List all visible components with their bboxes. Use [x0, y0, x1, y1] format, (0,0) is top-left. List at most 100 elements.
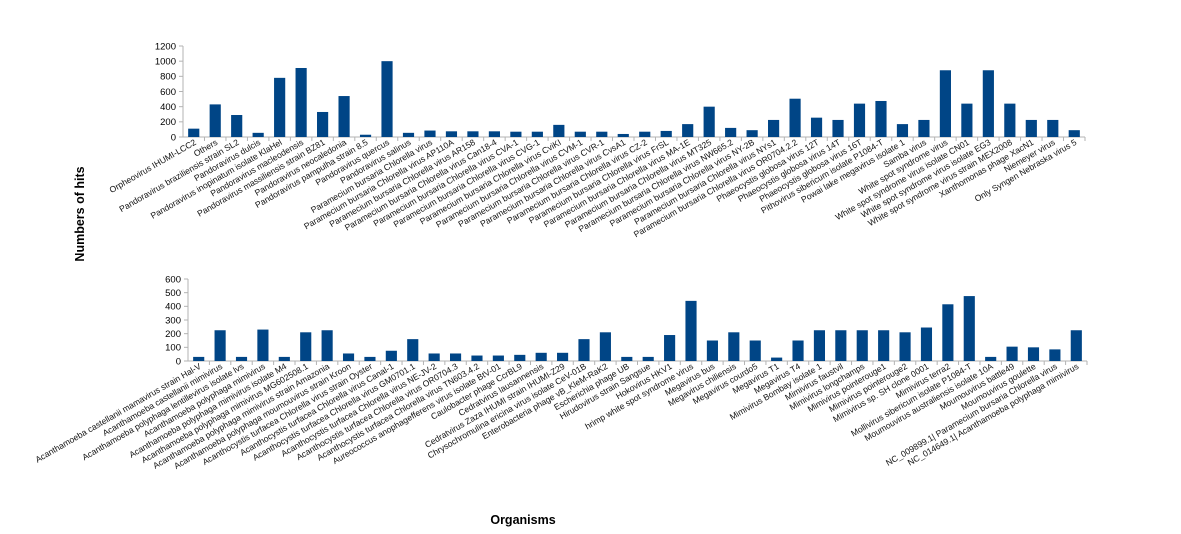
top-bar-2	[209, 104, 221, 137]
top-bar-35	[918, 119, 930, 137]
top-y-tick-label: 200	[160, 117, 176, 128]
bottom-bar-18	[557, 352, 569, 361]
bottom-bar-38	[985, 356, 997, 361]
top-y-tick-label: 1000	[155, 56, 176, 67]
top-bar-31	[832, 119, 844, 137]
top-bar-9	[359, 134, 372, 137]
top-bar-21	[617, 133, 629, 137]
bottom-bar-7	[321, 330, 333, 361]
bottom-bar-42	[1070, 330, 1082, 361]
top-bar-11	[402, 132, 415, 137]
top-bar-28	[768, 119, 780, 137]
top-y-tick-label: 800	[160, 72, 176, 83]
bottom-bar-40	[1027, 347, 1040, 361]
bottom-y-tick-label: 600	[165, 274, 181, 285]
bottom-bar-14	[471, 355, 483, 361]
top-bar-27	[746, 130, 758, 137]
bottom-bar-35	[920, 327, 933, 361]
bottom-bar-34	[899, 332, 911, 361]
top-bar-19	[574, 131, 586, 137]
top-bar-13	[445, 131, 458, 137]
bottom-bar-39	[1006, 346, 1018, 361]
top-bar-41	[1047, 119, 1059, 137]
top-bar-12	[424, 130, 436, 137]
top-bar-4	[252, 132, 264, 137]
bottom-bar-9	[364, 356, 376, 361]
top-bar-26	[725, 127, 737, 137]
top-bar-32	[853, 103, 866, 137]
top-bar-36	[939, 70, 951, 137]
bottom-bar-3	[235, 356, 248, 361]
bottom-bar-6	[300, 332, 312, 361]
bottom-bar-29	[792, 340, 804, 361]
bottom-bar-31	[835, 330, 847, 361]
bottom-bar-11	[407, 339, 419, 361]
bottom-y-tick-label: 100	[165, 343, 181, 354]
top-bar-24	[682, 124, 694, 137]
bottom-bar-2	[214, 330, 226, 361]
top-y-tick-label: 1200	[155, 41, 176, 52]
bottom-bar-32	[856, 330, 868, 361]
top-bar-16	[510, 131, 522, 137]
bottom-bar-27	[749, 340, 761, 361]
bottom-bar-30	[813, 330, 826, 361]
bottom-bar-26	[728, 332, 740, 361]
top-bar-10	[381, 61, 393, 137]
bottom-bar-24	[685, 300, 697, 361]
bottom-y-tick-label: 300	[165, 315, 181, 326]
top-bar-7	[317, 111, 329, 137]
top-bar-25	[703, 106, 715, 137]
bottom-bar-23	[664, 335, 676, 361]
top-bar-1	[188, 128, 200, 137]
bottom-y-tick-label: 0	[176, 356, 181, 367]
top-bar-14	[467, 131, 479, 137]
bottom-bar-28	[771, 357, 783, 361]
bottom-bar-5	[278, 356, 290, 361]
top-y-tick-label: 400	[160, 102, 176, 113]
bottom-bar-20	[599, 332, 611, 361]
top-bar-29	[789, 98, 801, 137]
top-bar-40	[1025, 119, 1037, 137]
bottom-bar-10	[385, 350, 397, 361]
x-axis-title: Organisms	[490, 513, 555, 527]
top-bar-33	[875, 100, 887, 137]
bottom-bar-4	[257, 329, 269, 361]
top-bar-37	[961, 103, 973, 137]
bottom-bar-25	[706, 340, 718, 361]
bottom-bar-22	[642, 356, 654, 361]
bottom-bar-1	[193, 356, 205, 361]
bottom-bar-41	[1049, 349, 1061, 361]
top-bar-23	[660, 130, 672, 137]
bottom-y-tick-label: 500	[165, 288, 181, 299]
top-bar-8	[338, 96, 350, 137]
bottom-bar-37	[963, 296, 975, 361]
top-bar-3	[231, 115, 243, 137]
top-bar-42	[1068, 130, 1080, 137]
top-bar-6	[295, 67, 307, 137]
y-axis-title: Numbers of hits	[73, 166, 87, 261]
top-bar-20	[596, 131, 608, 137]
bottom-bar-16	[514, 354, 526, 361]
top-bar-5	[274, 77, 286, 137]
bottom-bar-33	[878, 330, 890, 361]
top-bar-15	[488, 131, 500, 137]
top-bar-38	[982, 70, 994, 137]
bottom-bar-19	[578, 339, 590, 361]
top-bar-34	[896, 124, 909, 137]
bottom-bar-12	[428, 353, 440, 361]
bottom-y-tick-label: 400	[165, 302, 181, 313]
bottom-bar-13	[449, 353, 462, 361]
top-bar-39	[1004, 103, 1016, 137]
bottom-bar-21	[621, 356, 633, 361]
top-y-tick-label: 600	[160, 87, 176, 98]
bottom-bar-36	[942, 304, 954, 361]
bottom-bar-8	[342, 353, 355, 361]
top-bar-22	[639, 131, 651, 137]
bottom-y-tick-label: 200	[165, 329, 181, 340]
top-bar-18	[553, 124, 565, 137]
top-y-tick-label: 0	[171, 132, 176, 143]
bottom-bar-17	[535, 352, 547, 361]
